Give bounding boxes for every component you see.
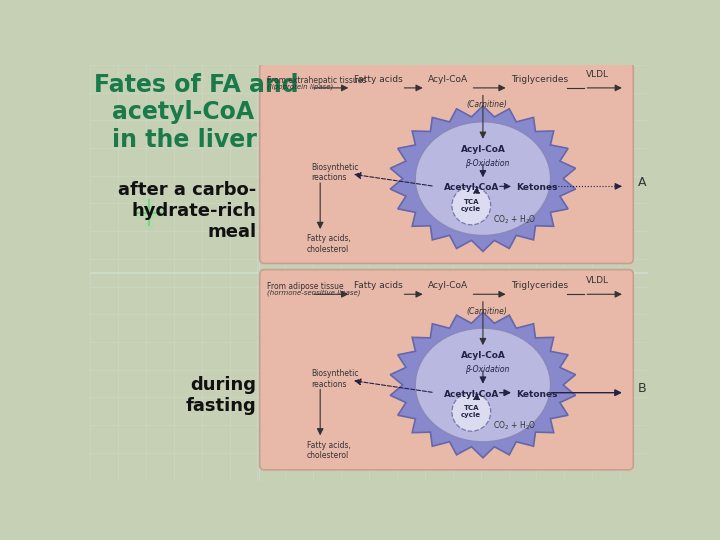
Text: Acyl-CoA: Acyl-CoA [461,145,505,154]
Polygon shape [390,106,575,252]
Text: B: B [638,382,647,395]
Polygon shape [390,312,575,458]
Circle shape [452,186,490,225]
Text: after a carbo-
hydrate-rich
meal: after a carbo- hydrate-rich meal [118,181,256,241]
Text: (Carnitine): (Carnitine) [467,307,507,315]
Text: in the liver: in the liver [112,128,256,152]
Text: From adipose tissue: From adipose tissue [267,282,344,291]
Text: From extrahepatic tissues: From extrahepatic tissues [267,76,367,85]
Text: TCA
cycle: TCA cycle [462,406,482,419]
Text: β-Oxidation: β-Oxidation [464,365,509,374]
Text: CO$_2$ + H$_2$O: CO$_2$ + H$_2$O [493,420,536,432]
Ellipse shape [415,328,551,442]
Text: Acyl-CoA: Acyl-CoA [428,75,468,84]
Circle shape [452,393,490,431]
Text: Ketones: Ketones [516,390,558,399]
Text: Fatty acids,
cholesterol: Fatty acids, cholesterol [307,441,351,460]
Text: Fatty acids: Fatty acids [354,281,402,291]
Text: Biosynthetic
reactions: Biosynthetic reactions [311,369,359,389]
Text: Biosynthetic
reactions: Biosynthetic reactions [311,163,359,182]
Text: acetyl-CoA: acetyl-CoA [112,100,254,124]
Text: β-Oxidation: β-Oxidation [464,159,509,167]
Text: (lipoprotein lipase): (lipoprotein lipase) [267,83,334,90]
Text: Acyl-CoA: Acyl-CoA [461,351,505,360]
Text: during
fasting: during fasting [186,376,256,415]
Text: Acyl-CoA: Acyl-CoA [428,281,468,291]
Ellipse shape [415,122,551,235]
Text: Acetyl-CoA: Acetyl-CoA [444,183,499,192]
Text: CO$_2$ + H$_2$O: CO$_2$ + H$_2$O [493,213,536,226]
Text: Fatty acids,
cholesterol: Fatty acids, cholesterol [307,234,351,254]
Text: (Carnitine): (Carnitine) [467,100,507,109]
Text: Ketones: Ketones [516,183,558,192]
Text: Triglycerides: Triglycerides [510,75,568,84]
FancyBboxPatch shape [260,269,634,470]
Text: VLDL: VLDL [586,276,609,285]
Text: Triglycerides: Triglycerides [510,281,568,291]
Text: Acetyl-CoA: Acetyl-CoA [444,390,499,399]
Text: Fatty acids: Fatty acids [354,75,402,84]
FancyBboxPatch shape [260,63,634,264]
Text: VLDL: VLDL [586,70,609,79]
Text: (hormone-sensitive lipase): (hormone-sensitive lipase) [267,289,361,296]
Text: TCA
cycle: TCA cycle [462,199,482,212]
Text: Fates of FA and: Fates of FA and [94,72,299,97]
Text: A: A [638,176,647,189]
